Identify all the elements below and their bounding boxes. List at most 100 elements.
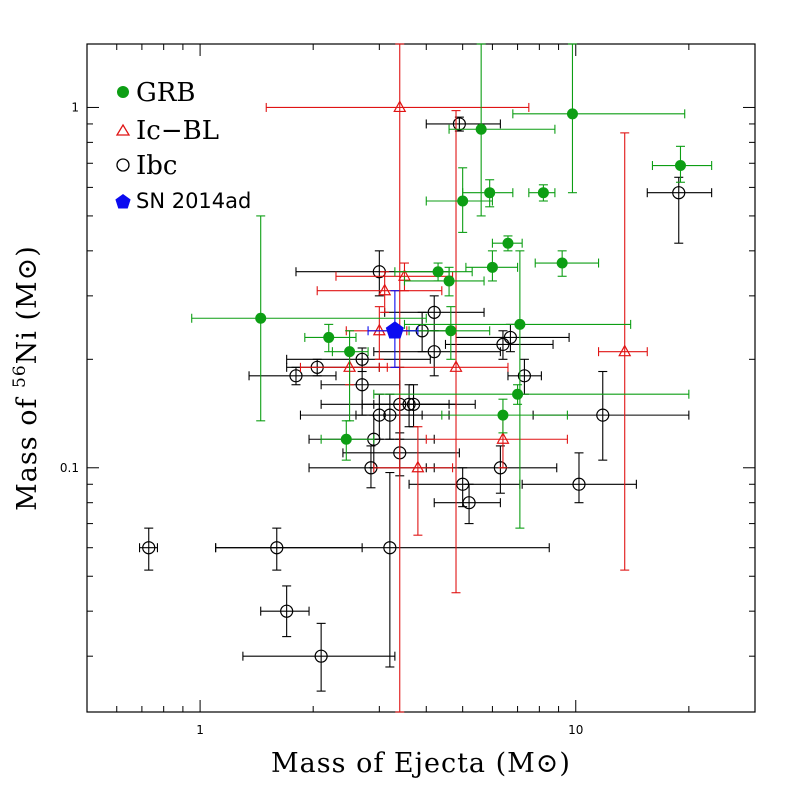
point-ibc [320, 366, 476, 440]
marker [514, 318, 526, 330]
legend-marker-sn2014ad [115, 194, 131, 209]
point-grb [528, 184, 556, 202]
point-grb [441, 398, 568, 434]
marker [517, 369, 532, 383]
point-ibc [215, 471, 550, 668]
legend-marker-ibc [116, 158, 130, 172]
point-ibc [532, 370, 690, 461]
y-tick-label: 1 [71, 100, 79, 114]
point-grb [373, 384, 690, 405]
marker [427, 345, 441, 359]
marker [462, 496, 476, 510]
point-ibc [521, 452, 637, 504]
x-axis-label: Mass of Ejecta (M⊙) [271, 748, 571, 779]
marker [289, 369, 303, 383]
point-ibc [507, 358, 542, 395]
point-ibc [260, 585, 310, 638]
marker [672, 186, 686, 200]
marker [497, 409, 509, 421]
marker [344, 346, 356, 358]
marker [572, 477, 586, 491]
point-grb [408, 306, 491, 360]
y-axis-label: Mass of 56Ni (M⊙) [10, 245, 43, 511]
marker [355, 378, 369, 392]
point-grb [534, 250, 600, 277]
marker [503, 330, 518, 345]
marker [457, 195, 469, 207]
marker [385, 321, 404, 339]
point-ibc [138, 527, 158, 571]
marker [411, 460, 425, 473]
plot-frame [86, 43, 756, 713]
y-tick-label: 0.1 [60, 461, 79, 475]
point-grb [491, 235, 523, 252]
point-ibc [355, 393, 423, 440]
marker [393, 100, 407, 113]
legend-label-ibc: Ibc [136, 151, 177, 181]
point-ibc [444, 330, 554, 360]
point-grb [320, 420, 375, 461]
x-tick-label: 10 [568, 723, 583, 737]
point-grb [512, 43, 686, 194]
marker [378, 283, 392, 296]
legend: GRB Ic−BL Ibc SN 2014ad [115, 78, 251, 213]
point-grb [462, 179, 514, 208]
marker [340, 433, 352, 445]
point-grb [403, 266, 485, 297]
data-marks [138, 43, 713, 713]
marker [502, 237, 514, 249]
point-ibc [215, 527, 363, 571]
marker [383, 408, 397, 422]
marker [556, 257, 568, 269]
legend-label-grb: GRB [136, 78, 195, 108]
marker [618, 344, 632, 357]
point-ibc [242, 622, 396, 692]
point-sn-2014ad [367, 290, 419, 368]
point-ibc [373, 384, 450, 428]
point-grb [191, 215, 427, 422]
marker [486, 261, 498, 273]
point-grb [465, 250, 519, 282]
point-ibc [299, 393, 450, 440]
legend-marker-grb [117, 86, 129, 98]
marker [255, 312, 267, 324]
marker [323, 331, 335, 343]
axis-ticks [87, 44, 755, 712]
legend-marker-icbl [115, 123, 131, 136]
marker [496, 337, 510, 351]
marker [445, 325, 457, 337]
point-grb [403, 250, 632, 529]
marker [674, 160, 686, 172]
marker [537, 187, 549, 199]
marker [566, 108, 578, 120]
legend-label-sn2014ad: SN 2014ad [136, 189, 251, 213]
point-grb [448, 43, 556, 217]
marker [314, 649, 328, 663]
point-ibc [646, 176, 713, 244]
point-ic-bl [316, 271, 443, 313]
marker [496, 432, 510, 444]
point-grb [425, 167, 493, 233]
marker [406, 397, 421, 411]
marker [596, 408, 610, 422]
point-ic-bl [299, 351, 388, 386]
point-ic-bl [265, 43, 530, 713]
point-grb [331, 330, 369, 422]
marker [512, 388, 524, 400]
point-ibc [433, 483, 501, 525]
point-ic-bl [598, 132, 648, 571]
x-tick-label: 1 [196, 723, 204, 737]
marker [443, 275, 455, 287]
marker [383, 541, 397, 555]
marker [280, 604, 294, 618]
point-ic-bl [373, 426, 454, 536]
point-grb [651, 145, 713, 183]
marker [475, 123, 487, 135]
point-ibc [455, 323, 570, 353]
point-ic-bl [425, 414, 568, 469]
point-ibc [295, 250, 450, 297]
point-grb [394, 262, 473, 282]
point-grb [304, 323, 357, 353]
marker [449, 360, 463, 372]
